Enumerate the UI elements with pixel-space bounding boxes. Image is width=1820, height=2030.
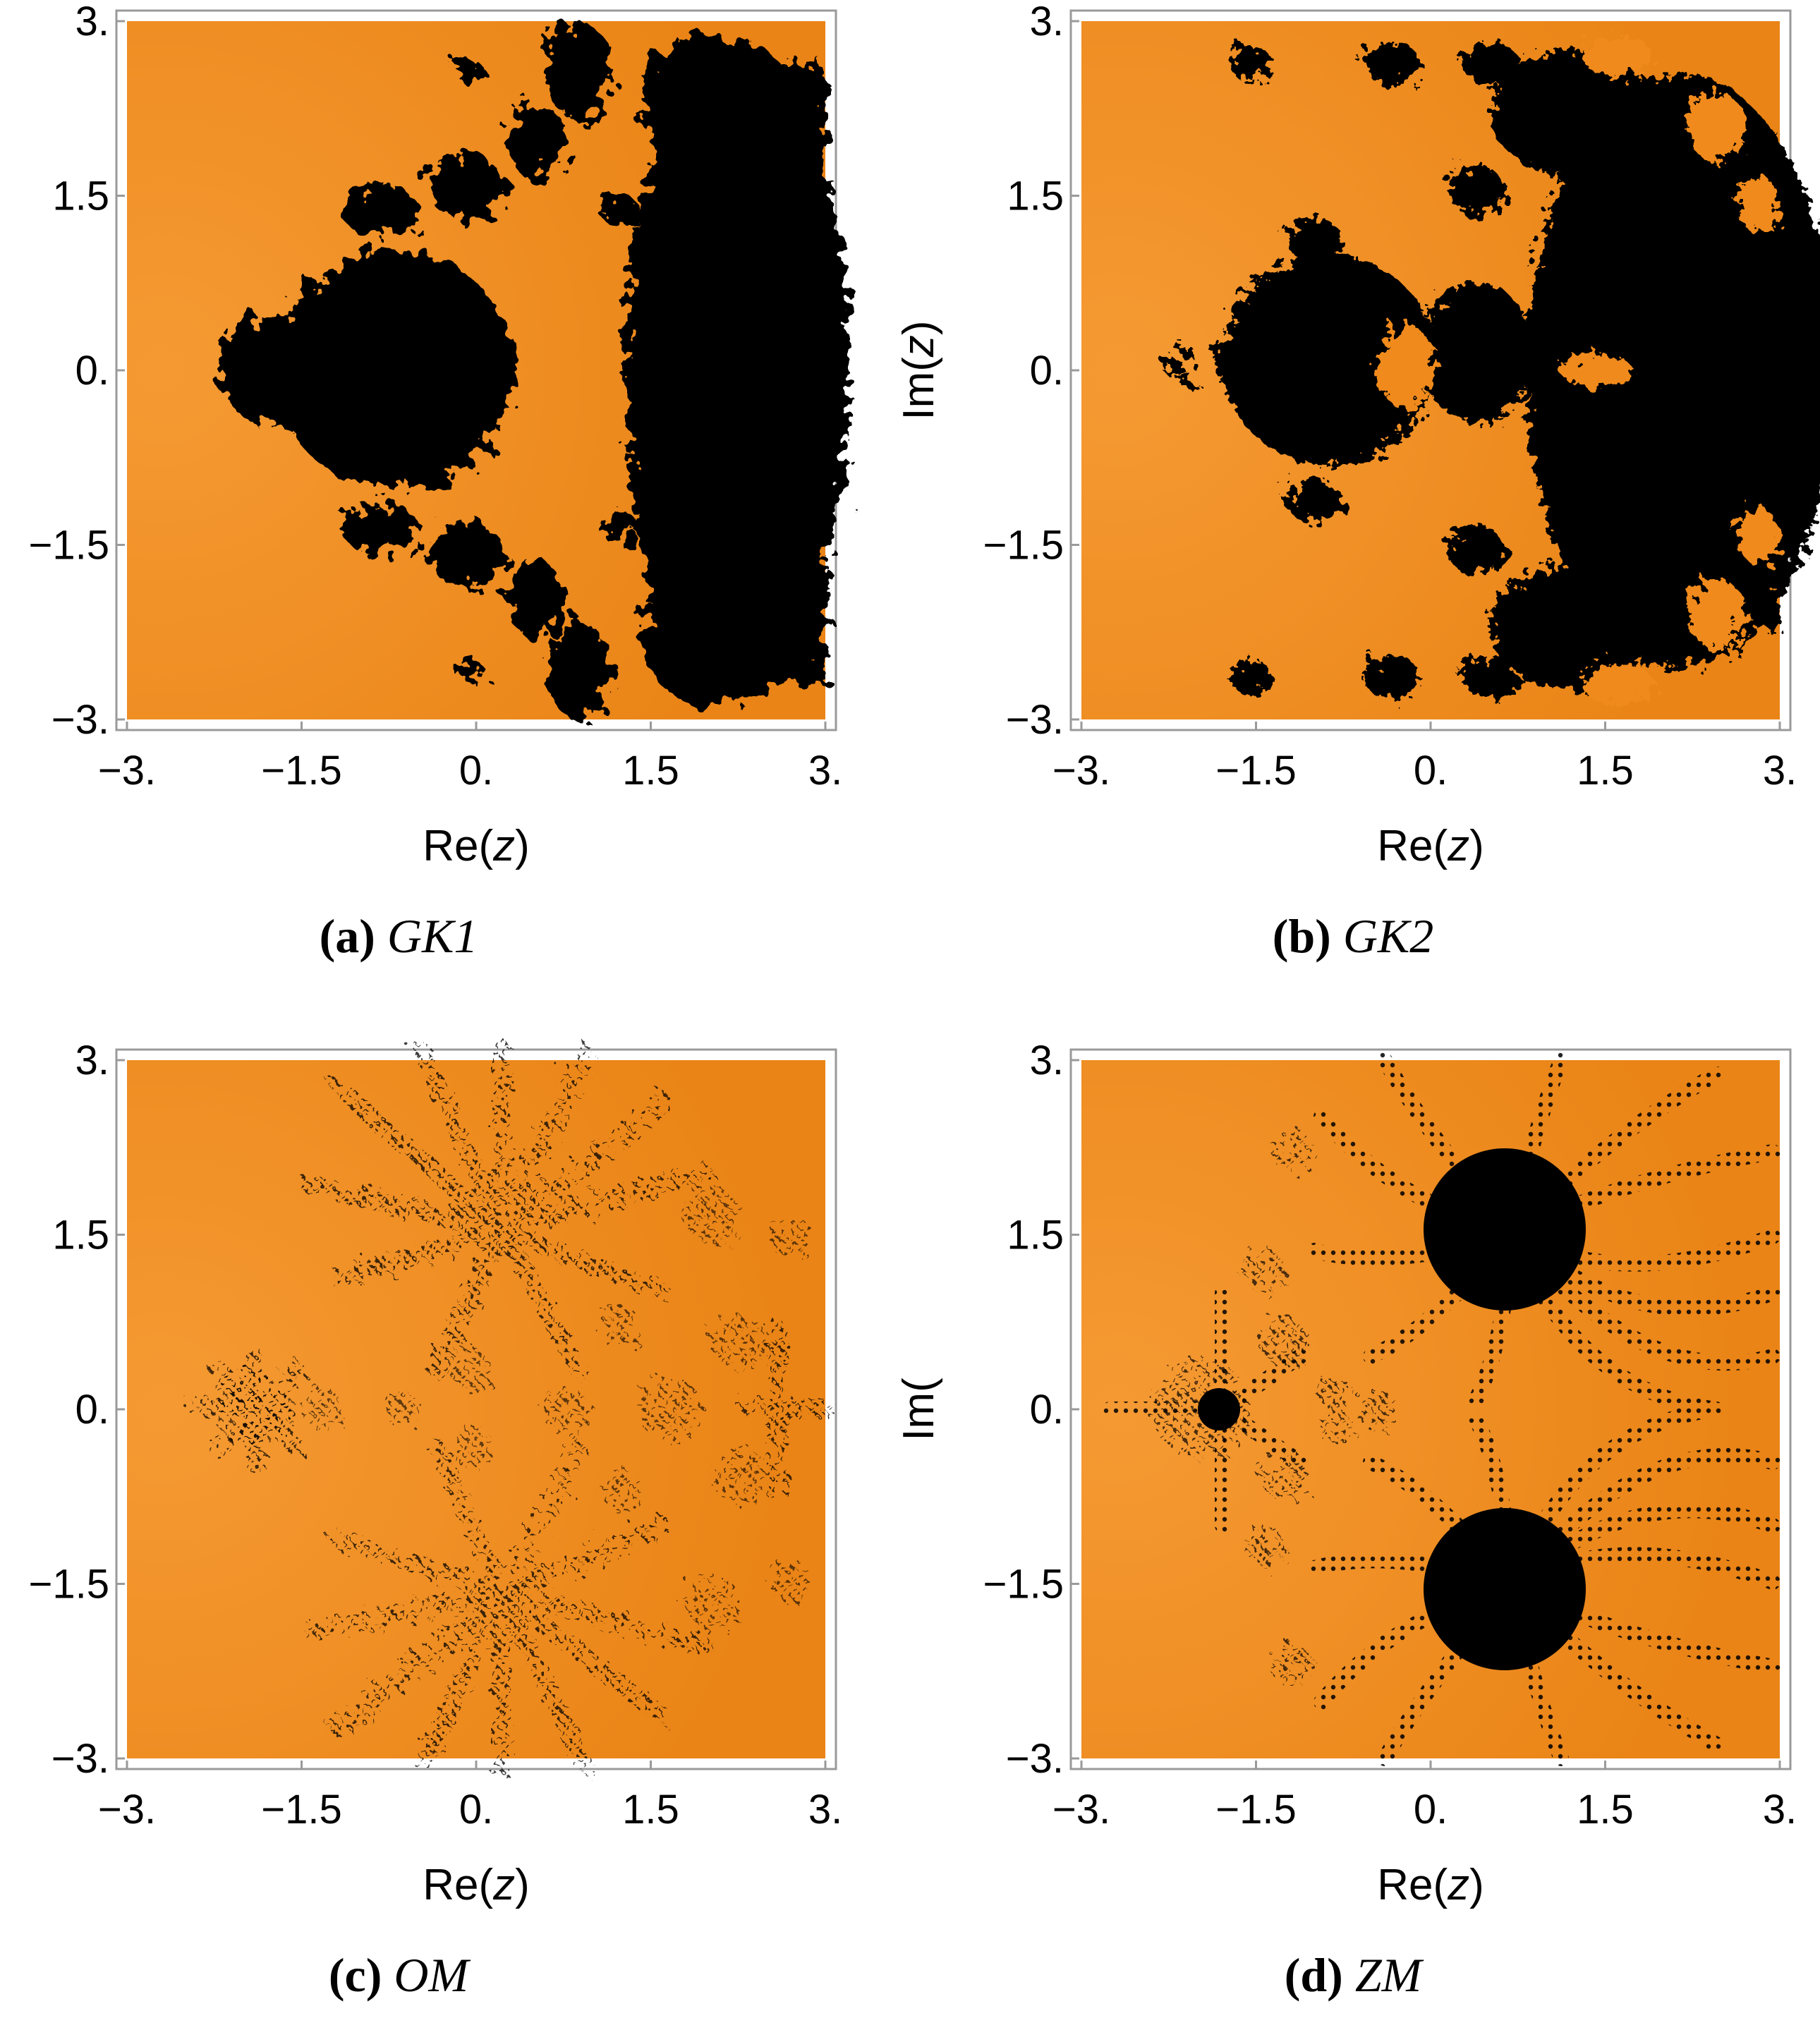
y-tick-label: 0. [1030, 348, 1064, 394]
y-tick-label: −3. [51, 697, 109, 743]
x-axis-label: Re(z) [1377, 1861, 1484, 1909]
y-axis-label: Im(z) [894, 320, 943, 420]
x-tick-label: 3. [1763, 748, 1797, 794]
x-tick-label: −1.5 [1215, 748, 1297, 794]
x-tick-label: 0. [459, 748, 493, 794]
y-tick-label: −3. [51, 1736, 109, 1782]
y-tick-label: 1.5 [52, 174, 109, 219]
x-tick-label: −3. [1052, 748, 1110, 794]
panel-d [1069, 1048, 1792, 1770]
x-axis-label: Re(z) [1377, 822, 1484, 870]
axes-c: −3. −1.5 0. 1.5 3. 3. 1.5 0. −1.5 −3. Re(z) (c) OM [29, 1038, 843, 2002]
basin-plot [1081, 21, 1820, 719]
y-tick-label: −1.5 [29, 523, 110, 569]
y-tick-label: 3. [1030, 0, 1064, 44]
x-tick-label: −1.5 [1215, 1787, 1297, 1833]
x-tick-label: 0. [1414, 1787, 1448, 1833]
y-tick-label: −1.5 [983, 523, 1064, 569]
panel-caption-c: (c) OM [329, 1948, 471, 2002]
x-tick-label: 3. [808, 1787, 842, 1833]
interior-basin-islands [1378, 35, 1780, 705]
x-tick-label: 1.5 [622, 748, 679, 794]
y-tick-label: 1.5 [1007, 1212, 1064, 1258]
x-tick-label: −3. [98, 1787, 156, 1833]
x-axis-label: Re(z) [423, 1861, 530, 1909]
panel-c [115, 1037, 837, 1782]
axes-b: −3. −1.5 0. 1.5 3. 3. 1.5 0. −1.5 −3. Re(z) Im(z) (b… [894, 0, 1797, 963]
y-tick-label: −3. [1006, 1736, 1064, 1782]
axes-a: −3. −1.5 0. 1.5 3. 3. 1.5 0. −1.5 −3. Re(z) (a) GK1 [29, 0, 843, 963]
panel-caption-d: (d) ZM [1285, 1948, 1424, 2002]
nonconvergent-region [219, 21, 850, 719]
x-tick-label: −1.5 [261, 1787, 342, 1833]
y-tick-label: 0. [1030, 1387, 1064, 1433]
panel-b [1069, 9, 1820, 731]
y-tick-label: 0. [75, 1387, 109, 1433]
y-tick-label: 1.5 [1007, 174, 1064, 219]
x-tick-label: 3. [1763, 1787, 1797, 1833]
basin-plot [127, 1037, 835, 1782]
panel-a [115, 9, 850, 731]
y-tick-label: 0. [75, 348, 109, 394]
basin-plot [1081, 1052, 1780, 1766]
fractal-blobs [215, 1187, 811, 1631]
y-tick-label: −3. [1006, 697, 1064, 743]
x-tick-label: −3. [98, 748, 156, 794]
y-tick-label: 3. [1030, 1038, 1064, 1083]
x-tick-label: 0. [459, 1787, 493, 1833]
axes-d: −3. −1.5 0. 1.5 3. 3. 1.5 0. −1.5 −3. Re(z) Im( (d) … [894, 1038, 1797, 2002]
y-axis-label: Im( [894, 1378, 943, 1441]
x-tick-label: 1.5 [1577, 748, 1634, 794]
x-tick-label: 1.5 [622, 1787, 679, 1833]
x-tick-label: 0. [1414, 748, 1448, 794]
fractal-clusters [1152, 1131, 1399, 1688]
fractal-filaments [188, 1037, 835, 1782]
x-tick-label: −3. [1052, 1787, 1110, 1833]
panel-caption-a: (a) GK1 [320, 909, 478, 963]
y-tick-label: −1.5 [983, 1562, 1064, 1607]
x-tick-label: −1.5 [261, 748, 342, 794]
nonconvergent-region [1198, 1148, 1586, 1670]
y-tick-label: −1.5 [29, 1562, 110, 1607]
x-axis-label: Re(z) [423, 822, 530, 870]
x-tick-label: 1.5 [1577, 1787, 1634, 1833]
y-tick-label: 3. [75, 1038, 109, 1083]
x-tick-label: 3. [808, 748, 842, 794]
y-tick-label: 3. [75, 0, 109, 44]
y-tick-label: 1.5 [52, 1212, 109, 1258]
panel-caption-b: (b) GK2 [1273, 909, 1434, 963]
basin-plot [127, 21, 850, 719]
